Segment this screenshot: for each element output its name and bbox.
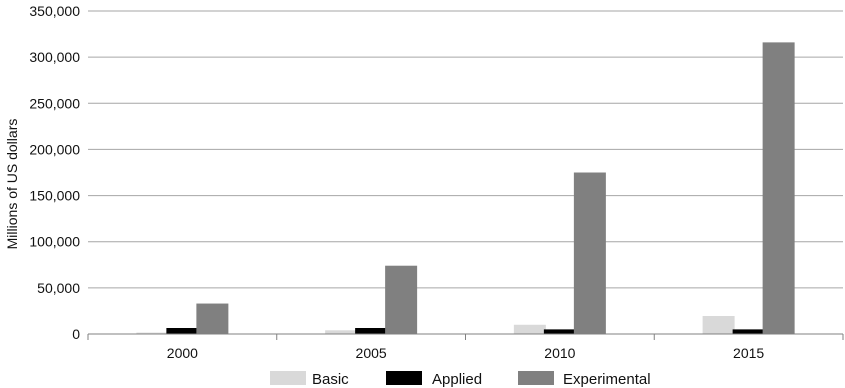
bars <box>136 42 795 335</box>
y-tick-label: 350,000 <box>29 3 80 19</box>
bar-experimental-2015 <box>762 42 795 335</box>
y-tick-label: 200,000 <box>29 141 80 157</box>
y-tick-label: 250,000 <box>29 95 80 111</box>
bar-basic-2010 <box>513 324 546 334</box>
x-tick-label: 2005 <box>356 345 387 361</box>
bar-experimental-2000 <box>196 303 229 334</box>
y-tick-label: 0 <box>72 326 80 342</box>
x-tick-label: 2000 <box>167 345 198 361</box>
bar-applied-2015 <box>732 329 765 334</box>
bar-applied-2010 <box>543 329 576 334</box>
y-tick-label: 100,000 <box>29 234 80 250</box>
y-axis-label: Millions of US dollars <box>4 119 20 250</box>
y-tick-label: 50,000 <box>37 280 80 296</box>
y-tick-label: 300,000 <box>29 49 80 65</box>
bar-experimental-2005 <box>385 265 418 334</box>
bar-basic-2000 <box>136 332 169 334</box>
bar-applied-2000 <box>166 328 199 334</box>
y-tick-label: 150,000 <box>29 188 80 204</box>
legend-label-basic: Basic <box>312 371 349 388</box>
legend-swatch-experimental <box>518 371 554 385</box>
axes: 0 50,000 100,000 150,000 200,000 250,000 300,0… <box>29 3 844 361</box>
x-tick-label: 2010 <box>544 345 575 361</box>
bar-applied-2005 <box>355 328 388 334</box>
bar-basic-2015 <box>702 316 735 334</box>
bar-experimental-2010 <box>573 172 606 334</box>
bar-basic-2005 <box>325 330 358 334</box>
legend-swatch-applied <box>386 371 422 385</box>
legend-label-applied: Applied <box>432 371 482 388</box>
legend-label-experimental: Experimental <box>563 371 651 388</box>
gridlines <box>88 10 843 289</box>
legend-swatch-basic <box>270 371 306 385</box>
legend: Basic Applied Experimental <box>270 371 651 388</box>
x-tick-label: 2015 <box>733 345 764 361</box>
